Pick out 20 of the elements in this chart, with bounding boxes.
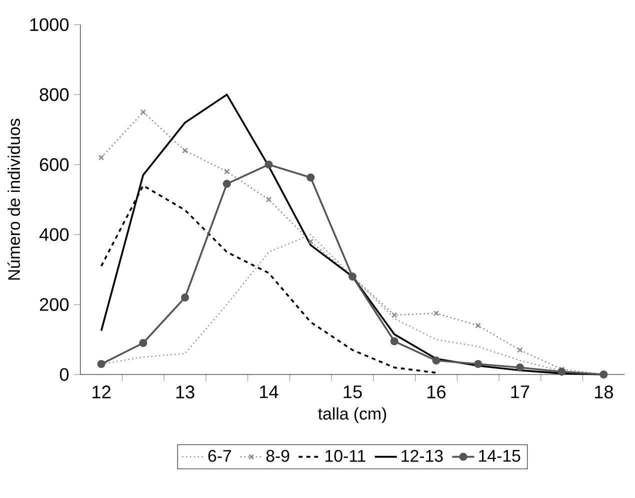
- y-tick-label: 200: [40, 298, 69, 312]
- y-tick-label: 800: [40, 88, 69, 102]
- y-tick-label: 400: [39, 228, 69, 242]
- legend-label: 10-11: [326, 450, 366, 462]
- x-axis-title: talla (cm): [318, 408, 386, 424]
- y-tick-label: 600: [40, 158, 69, 172]
- y-tick-label: 1000: [30, 18, 69, 32]
- x-tick-label: 12: [92, 386, 110, 398]
- legend-label: 12-13: [402, 450, 443, 462]
- legend-label: 8-9: [266, 450, 290, 462]
- x-tick-label: 14: [260, 386, 278, 398]
- x-tick-label: 18: [594, 386, 613, 399]
- x-tick-label: 13: [176, 386, 194, 399]
- x-tick-label: 16: [428, 386, 446, 399]
- legend-label: 6-7: [208, 450, 231, 462]
- x-tick-label: 15: [344, 386, 362, 398]
- y-axis-title: Número de individuos: [7, 118, 20, 280]
- x-tick-label: 17: [511, 386, 530, 398]
- y-tick-label: 0: [60, 368, 69, 382]
- legend-label: 14-15: [479, 450, 520, 462]
